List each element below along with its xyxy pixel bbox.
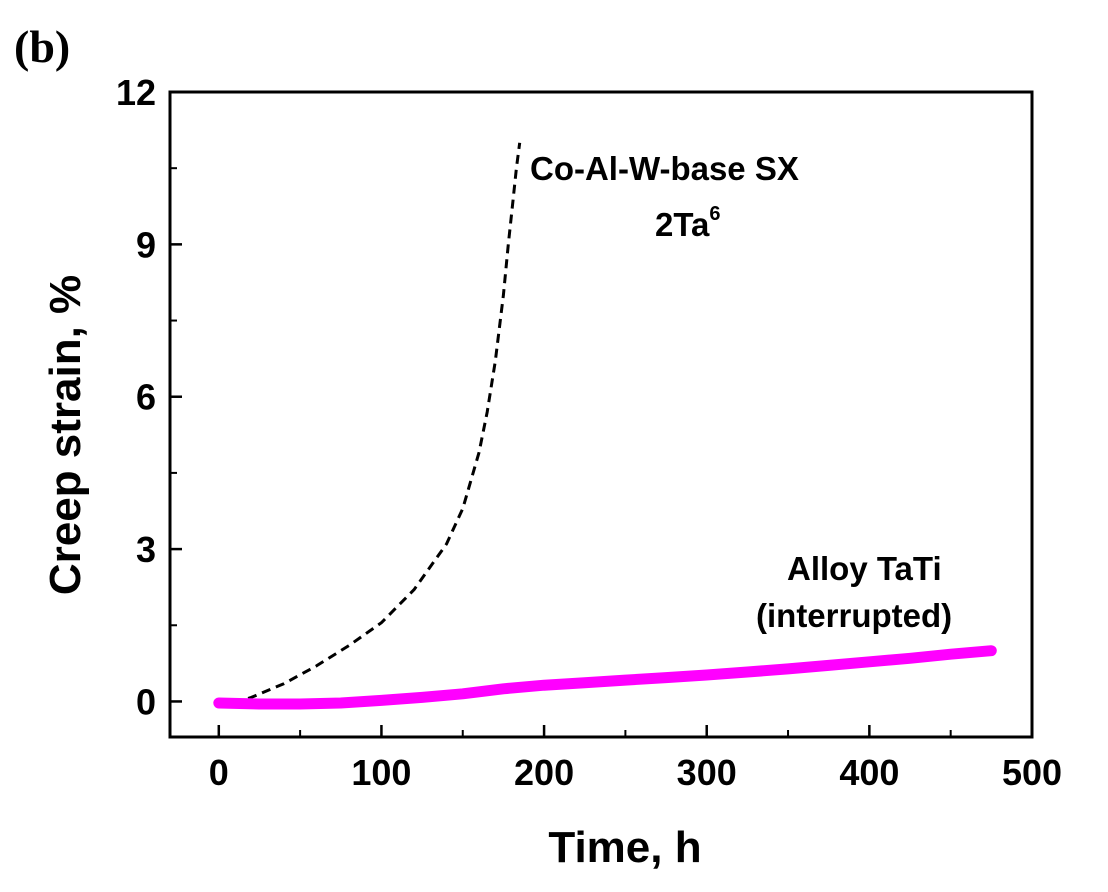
annotation-2ta-text: 2Ta [655, 206, 710, 243]
panel-label: (b) [14, 21, 70, 72]
annotation-tati-line1: Alloy TaTi [787, 550, 942, 587]
x-tick-label: 500 [1002, 752, 1062, 793]
y-axis-ticks: 0 3 6 9 12 [116, 72, 182, 722]
annotation-tati-line2: (interrupted) [756, 597, 952, 634]
series-line-co-al-w-2ta [218, 142, 522, 706]
annotation-ref-superscript: 6 [709, 203, 720, 225]
x-tick-label: 200 [514, 752, 574, 793]
x-tick-label: 300 [677, 752, 737, 793]
annotation-co-al-w-line1: Co-Al-W-base SX [530, 150, 799, 187]
series-line-alloy-tati [213, 645, 997, 710]
series-layer [213, 142, 997, 710]
x-tick-label: 400 [839, 752, 899, 793]
y-tick-label: 3 [136, 529, 156, 570]
y-tick-label: 6 [136, 377, 156, 418]
y-tick-label: 0 [136, 681, 156, 722]
y-tick-label: 9 [136, 224, 156, 265]
annotation-co-al-w-line2: 2Ta6 [655, 203, 721, 243]
y-tick-label: 12 [116, 72, 156, 113]
y-axis-label: Creep strain, % [41, 275, 90, 595]
x-tick-label: 0 [209, 752, 229, 793]
x-tick-label: 100 [351, 752, 411, 793]
plot-frame [168, 90, 1034, 739]
x-axis-ticks: 0 100 200 300 400 500 [209, 725, 1062, 793]
x-axis-label: Time, h [548, 823, 701, 872]
